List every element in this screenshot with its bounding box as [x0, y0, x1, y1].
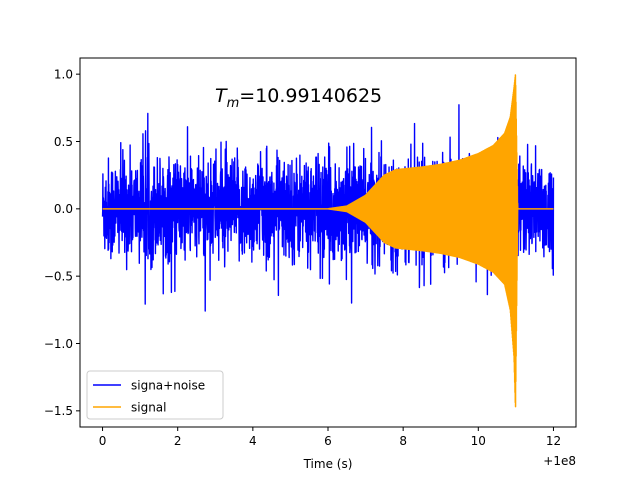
legend-label-signal: signal	[131, 401, 167, 415]
tm-value: =10.99140625	[239, 85, 382, 107]
legend: signa+noise signal	[86, 370, 224, 420]
y-tick-label: −0.5	[44, 269, 73, 283]
y-tick-label: 0.5	[54, 135, 73, 149]
legend-label-signal-noise: signa+noise	[131, 379, 205, 393]
y-tick-label: −1.0	[44, 337, 73, 351]
x-tick-label: 0	[99, 434, 107, 448]
x-tick-label: 2	[174, 434, 182, 448]
y-tick-label: 1.0	[54, 67, 73, 81]
x-tick-label: 10	[471, 434, 486, 448]
x-axis-label: Time (s)	[303, 457, 353, 471]
series-signal-line	[101, 74, 555, 408]
tm-annotation: Tm=10.99140625	[215, 85, 382, 111]
x-tick-label: 6	[324, 434, 332, 448]
y-tick-label: −1.5	[44, 404, 73, 418]
x-offset-label: +1e8	[543, 454, 576, 468]
x-tick-label: 4	[249, 434, 257, 448]
plot-area	[101, 74, 555, 408]
y-tick-label: 0.0	[54, 202, 73, 216]
x-tick-label: 8	[399, 434, 407, 448]
x-tick-label: 12	[546, 434, 561, 448]
axis-ticks: 0 2 4 6 8 10 12 1.0 0.5 0.0 −0.5 −1.0 −1.5	[44, 67, 561, 448]
tm-symbol: T	[215, 85, 228, 107]
tm-subscript: m	[227, 96, 240, 111]
